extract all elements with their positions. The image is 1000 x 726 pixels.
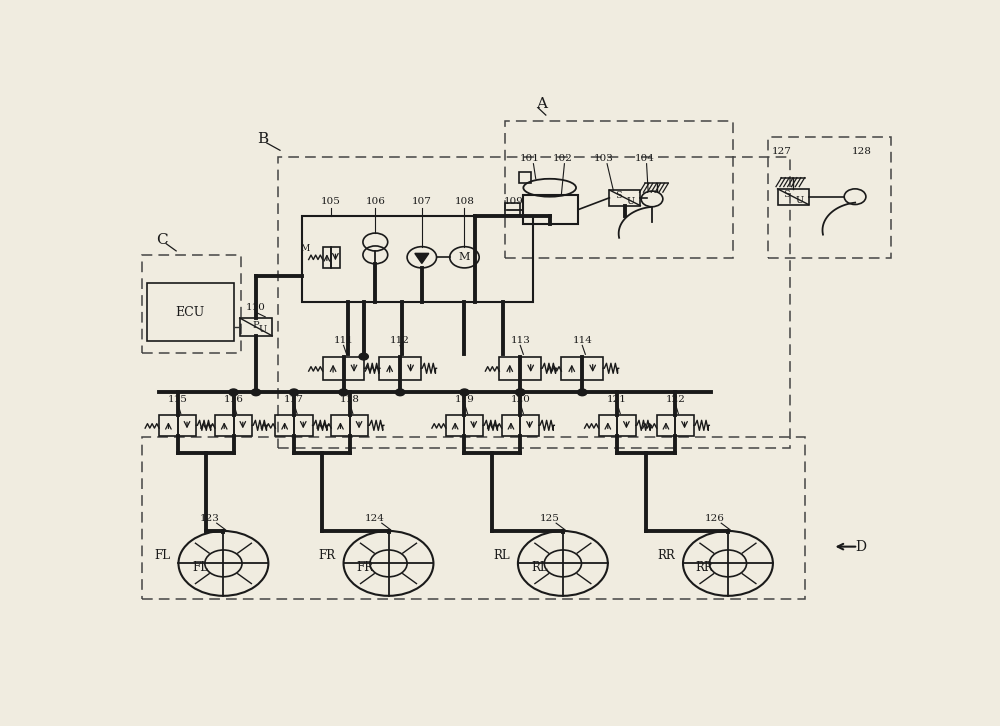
Bar <box>657 415 675 436</box>
Bar <box>234 415 252 436</box>
Bar <box>344 356 364 380</box>
Text: S: S <box>783 190 790 199</box>
Bar <box>178 415 196 436</box>
Bar <box>505 121 733 258</box>
Text: 120: 120 <box>510 394 530 404</box>
Circle shape <box>339 389 348 396</box>
Bar <box>520 356 541 380</box>
Bar <box>446 415 464 436</box>
Circle shape <box>516 389 525 396</box>
Text: 116: 116 <box>224 394 243 404</box>
Text: S: S <box>615 191 622 200</box>
Text: 110: 110 <box>246 303 266 312</box>
Text: P: P <box>253 321 259 330</box>
Text: 125: 125 <box>539 514 559 523</box>
Text: 119: 119 <box>455 394 474 404</box>
Text: A: A <box>536 97 547 111</box>
Bar <box>240 318 272 336</box>
Text: RR: RR <box>658 549 675 562</box>
Bar <box>599 415 617 436</box>
Text: 112: 112 <box>390 336 410 346</box>
Text: U: U <box>258 325 266 334</box>
Bar <box>159 415 178 436</box>
Text: 104: 104 <box>634 154 654 163</box>
Circle shape <box>359 354 368 360</box>
Circle shape <box>516 389 525 396</box>
Bar <box>519 172 531 183</box>
Bar <box>768 137 891 258</box>
Text: FR: FR <box>319 549 336 562</box>
Text: D: D <box>856 539 867 554</box>
Text: 123: 123 <box>200 514 220 523</box>
Bar <box>675 415 694 436</box>
Text: M: M <box>459 253 470 262</box>
Text: U: U <box>627 197 635 205</box>
Text: 114: 114 <box>572 336 592 346</box>
Text: 121: 121 <box>607 394 627 404</box>
Text: 101: 101 <box>520 154 539 163</box>
Text: RL: RL <box>494 549 510 562</box>
Bar <box>142 255 241 353</box>
Circle shape <box>395 389 405 396</box>
Text: 107: 107 <box>412 197 432 206</box>
Bar <box>617 415 636 436</box>
Text: 126: 126 <box>705 514 724 523</box>
Bar <box>609 190 640 205</box>
Circle shape <box>289 389 299 396</box>
Bar <box>323 356 344 380</box>
Bar <box>561 356 582 380</box>
Bar <box>499 356 520 380</box>
Text: RL: RL <box>531 561 548 574</box>
Bar <box>778 189 809 205</box>
Text: 108: 108 <box>455 197 474 206</box>
Text: 117: 117 <box>284 394 304 404</box>
Bar <box>379 356 400 380</box>
Text: FL: FL <box>155 549 171 562</box>
Text: 127: 127 <box>771 147 791 156</box>
Text: 105: 105 <box>321 197 341 206</box>
Bar <box>331 415 350 436</box>
Text: 109: 109 <box>503 197 523 206</box>
Circle shape <box>578 389 587 396</box>
Bar <box>323 247 331 268</box>
Bar <box>502 415 520 436</box>
Circle shape <box>229 389 238 396</box>
Text: B: B <box>257 132 269 146</box>
Text: 106: 106 <box>365 197 385 206</box>
Text: 128: 128 <box>851 147 871 156</box>
Bar <box>505 203 520 215</box>
Bar <box>278 157 790 448</box>
Bar <box>523 195 578 224</box>
Text: 102: 102 <box>553 154 573 163</box>
Bar <box>294 415 313 436</box>
Polygon shape <box>415 253 429 264</box>
Text: RR: RR <box>696 561 713 574</box>
Circle shape <box>251 389 261 396</box>
Bar <box>215 415 234 436</box>
Bar <box>147 283 234 341</box>
Bar <box>464 415 483 436</box>
Text: C: C <box>156 233 168 247</box>
Text: 118: 118 <box>340 394 360 404</box>
Text: U: U <box>795 195 803 205</box>
Bar <box>582 356 603 380</box>
Bar <box>400 356 421 380</box>
Bar <box>142 436 805 599</box>
Bar <box>302 216 533 302</box>
Bar <box>275 415 294 436</box>
Text: 115: 115 <box>168 394 188 404</box>
Text: 124: 124 <box>365 514 385 523</box>
Text: 103: 103 <box>594 154 614 163</box>
Text: 113: 113 <box>510 336 530 346</box>
Bar <box>350 415 368 436</box>
Text: ECU: ECU <box>175 306 205 319</box>
Text: 111: 111 <box>334 336 353 346</box>
Bar <box>520 415 539 436</box>
Text: FL: FL <box>192 561 208 574</box>
Circle shape <box>460 389 469 396</box>
Text: M: M <box>301 244 310 253</box>
Text: FR: FR <box>357 561 374 574</box>
Text: 122: 122 <box>665 394 685 404</box>
Bar <box>331 247 340 268</box>
